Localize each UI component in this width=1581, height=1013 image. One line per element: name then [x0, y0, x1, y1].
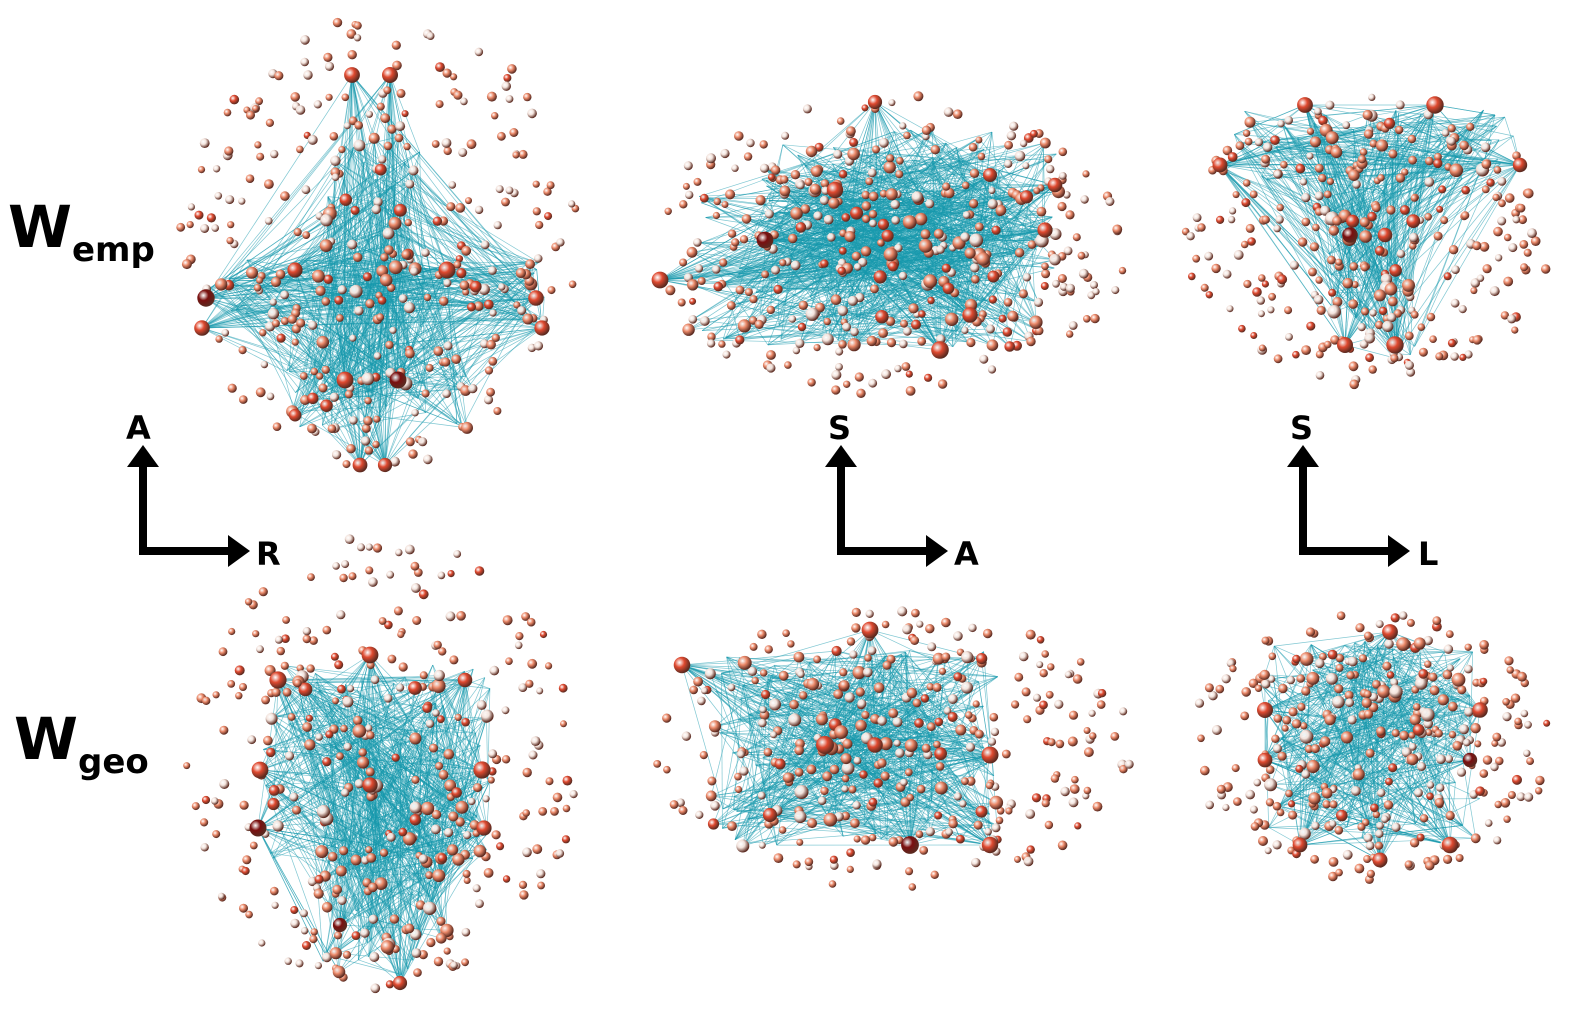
row-label-main: W — [8, 193, 72, 261]
axis-indicator-sagittal: S A — [825, 409, 979, 573]
axis-right-arrowhead — [228, 535, 250, 567]
nodes — [183, 534, 578, 994]
axis-up-label: S — [828, 409, 851, 447]
nodes — [176, 17, 580, 473]
axis-up-arrowhead — [825, 445, 857, 467]
network-geo-axial — [183, 534, 578, 994]
axis-up-arrowhead — [1287, 445, 1319, 467]
axis-right-arrowhead — [1388, 535, 1410, 567]
axis-right-label: A — [954, 535, 979, 573]
network-emp-sagittal — [651, 91, 1127, 398]
row-label-geo: Wgeo — [14, 710, 149, 779]
axis-up-label: S — [1290, 409, 1313, 447]
axis-up-arrowhead — [127, 445, 159, 467]
edges — [681, 629, 998, 847]
row-label-main: W — [14, 705, 78, 773]
edges — [659, 101, 1059, 351]
nodes — [653, 606, 1134, 891]
network-geo-sagittal — [653, 606, 1134, 891]
axis-up-label: A — [126, 409, 151, 447]
edges — [1260, 631, 1481, 861]
network-emp-axial — [176, 17, 580, 473]
nodes — [1181, 93, 1551, 390]
axis-right-label: L — [1418, 535, 1438, 573]
network-emp-coronal — [1181, 93, 1551, 390]
nodes — [651, 91, 1127, 398]
row-label-sub: geo — [77, 742, 149, 782]
axis-indicator-coronal: S L — [1287, 409, 1438, 573]
nodes — [1194, 611, 1551, 884]
axis-indicator-axial: A R — [126, 409, 281, 573]
axis-right-label: R — [256, 535, 281, 573]
network-geo-coronal — [1194, 611, 1551, 884]
row-label-emp: Wemp — [8, 198, 155, 267]
axis-right-arrowhead — [926, 535, 948, 567]
row-label-sub: emp — [71, 230, 155, 270]
